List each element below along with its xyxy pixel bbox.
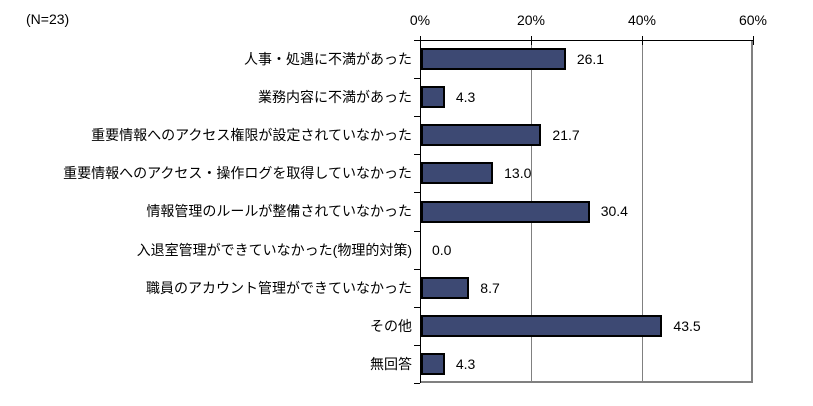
category-axis-line bbox=[420, 40, 421, 383]
bar bbox=[421, 86, 445, 109]
category-axis-tick bbox=[414, 78, 420, 80]
value-axis-tick-label: 40% bbox=[627, 12, 657, 28]
value-label: 8.7 bbox=[480, 279, 500, 296]
value-label: 30.4 bbox=[600, 203, 628, 220]
category-label: 業務内容に不満があった bbox=[258, 89, 412, 106]
sample-size-label: (N=23) bbox=[26, 11, 70, 27]
category-label: 人事・処遇に不満があった bbox=[244, 51, 412, 68]
category-axis-tick bbox=[414, 306, 420, 308]
plot-area-frame bbox=[420, 40, 753, 383]
category-axis-tick bbox=[414, 116, 420, 118]
category-axis-tick bbox=[414, 344, 420, 346]
bar bbox=[421, 276, 470, 299]
category-label: その他 bbox=[370, 317, 412, 334]
category-axis-tick bbox=[414, 230, 420, 232]
category-label: 情報管理のルールが整備されていなかった bbox=[146, 203, 412, 220]
category-label: 入退室管理ができていなかった(物理的対策) bbox=[136, 241, 412, 258]
value-label: 13.0 bbox=[504, 165, 532, 182]
bar bbox=[421, 48, 566, 71]
category-label: 重要情報へのアクセス・操作ログを取得していなかった bbox=[63, 165, 412, 182]
major-gridline bbox=[642, 40, 643, 383]
value-axis-tick bbox=[642, 36, 643, 45]
bar bbox=[421, 124, 542, 147]
value-label: 4.3 bbox=[455, 355, 476, 372]
category-axis-tick bbox=[414, 192, 420, 194]
value-label: 43.5 bbox=[673, 317, 701, 334]
value-axis-tick bbox=[531, 36, 532, 45]
value-axis-tick-label: 60% bbox=[738, 12, 768, 28]
bar bbox=[421, 352, 445, 375]
value-label: 26.1 bbox=[576, 51, 605, 68]
value-label: 4.3 bbox=[455, 89, 476, 106]
bar bbox=[421, 314, 663, 337]
category-axis-tick bbox=[414, 383, 420, 384]
bar bbox=[421, 200, 590, 223]
category-axis-tick bbox=[414, 154, 420, 156]
value-axis-tick-label: 0% bbox=[409, 12, 431, 28]
bar bbox=[421, 162, 494, 185]
category-label: 重要情報へのアクセス権限が設定されていなかった bbox=[91, 127, 412, 144]
category-label: 職員のアカウント管理ができていなかった bbox=[146, 279, 412, 296]
value-axis-tick bbox=[420, 36, 421, 45]
category-axis-tick bbox=[414, 40, 420, 41]
category-axis-tick bbox=[414, 268, 420, 270]
value-label: 21.7 bbox=[552, 127, 580, 144]
value-axis-tick bbox=[753, 36, 754, 45]
value-label: 0.0 bbox=[432, 241, 452, 258]
category-label: 無回答 bbox=[370, 355, 412, 372]
value-axis-line bbox=[420, 40, 753, 41]
value-axis-tick-label: 20% bbox=[516, 12, 546, 28]
